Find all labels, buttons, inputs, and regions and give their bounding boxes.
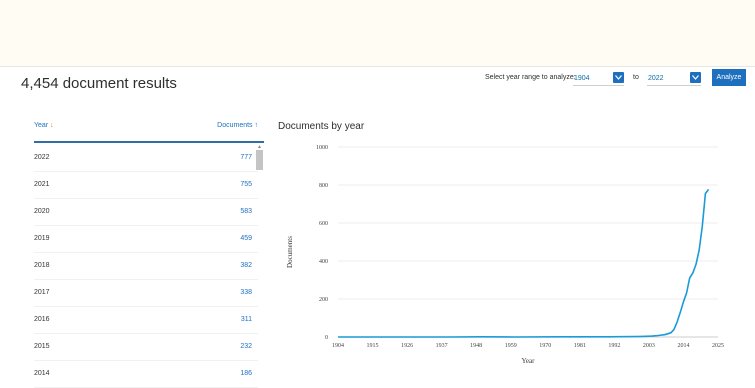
x-tick-label: 1937 <box>436 343 448 349</box>
row-year: 2018 <box>34 262 50 269</box>
chart-title: Documents by year <box>278 121 365 132</box>
results-count-title: 4,454 document results <box>21 75 177 92</box>
header-divider <box>0 66 755 67</box>
top-banner <box>0 0 755 66</box>
from-year-select[interactable]: 1904 <box>573 72 624 86</box>
documents-column-header[interactable]: Documents ↑ <box>217 122 258 129</box>
analyze-button[interactable]: Analyze <box>712 69 746 86</box>
y-tick-label: 800 <box>319 183 328 189</box>
y-tick-label: 200 <box>319 297 328 303</box>
row-year: 2022 <box>34 154 50 161</box>
x-axis-label: Year <box>522 357 536 365</box>
from-year-value: 1904 <box>574 75 590 82</box>
table-row: 2020 583 <box>34 198 258 226</box>
x-tick-label: 1992 <box>608 343 620 349</box>
sort-up-arrow-icon: ↑ <box>254 122 259 129</box>
x-tick-label: 1915 <box>367 343 379 349</box>
y-axis-label: Documents <box>286 236 294 268</box>
row-count-link[interactable]: 186 <box>240 370 252 377</box>
row-year: 2020 <box>34 208 50 215</box>
row-count-link[interactable]: 777 <box>240 154 252 161</box>
table-row: 2018 382 <box>34 252 258 280</box>
row-count-link[interactable]: 232 <box>240 343 252 350</box>
to-label: to <box>633 74 639 81</box>
row-year: 2014 <box>34 370 50 377</box>
row-count-link[interactable]: 583 <box>240 208 252 215</box>
row-count-link[interactable]: 755 <box>240 181 252 188</box>
row-year: 2019 <box>34 235 50 242</box>
to-year-value: 2022 <box>648 75 664 82</box>
scrollbar-thumb[interactable] <box>256 150 263 170</box>
year-header-label: Year <box>34 122 49 129</box>
y-tick-label: 0 <box>325 335 328 341</box>
table-row: 2017 338 <box>34 279 258 307</box>
row-count-link[interactable]: 311 <box>240 316 252 323</box>
x-tick-label: 1904 <box>332 343 344 349</box>
table-row: 2022 777 <box>34 144 258 172</box>
to-year-select[interactable]: 2022 <box>647 72 701 86</box>
row-count-link[interactable]: 382 <box>240 262 252 269</box>
x-tick-label: 1948 <box>470 343 482 349</box>
table-header-underline <box>34 141 264 143</box>
table-scrollbar[interactable]: ▲ <box>256 144 263 384</box>
row-year: 2017 <box>34 289 50 296</box>
x-tick-label: 1926 <box>401 343 413 349</box>
row-count-link[interactable]: 459 <box>240 235 252 242</box>
table-row: 2019 459 <box>34 225 258 253</box>
series-line <box>338 188 710 338</box>
y-tick-label: 1000 <box>316 145 328 151</box>
table-row: 2015 232 <box>34 333 258 361</box>
y-tick-label: 600 <box>319 221 328 227</box>
chevron-down-icon[interactable] <box>613 72 624 83</box>
x-tick-label: 1970 <box>539 343 551 349</box>
year-range-label: Select year range to analyze: <box>485 74 576 81</box>
row-count-link[interactable]: 338 <box>240 289 252 296</box>
x-tick-label: 2003 <box>643 343 655 349</box>
row-year: 2021 <box>34 181 50 188</box>
x-tick-label: 2025 <box>712 343 724 349</box>
x-tick-label: 1959 <box>505 343 517 349</box>
row-year: 2015 <box>34 343 50 350</box>
row-year: 2016 <box>34 316 50 323</box>
sort-down-arrow-icon: ↓ <box>50 122 54 129</box>
chevron-down-icon[interactable] <box>690 72 701 83</box>
year-column-header[interactable]: Year ↓ <box>34 122 54 129</box>
documents-header-label: Documents <box>217 122 253 129</box>
x-tick-label: 1981 <box>574 343 586 349</box>
table-row: 2016 311 <box>34 306 258 334</box>
scroll-up-arrow-icon[interactable]: ▲ <box>257 144 262 150</box>
table-row: 2021 755 <box>34 171 258 199</box>
y-tick-label: 400 <box>319 259 328 265</box>
x-tick-label: 2014 <box>677 343 689 349</box>
documents-by-year-chart: 0 200 400 600 800 1000 1904 1915 1926 1937 1948 195… <box>286 145 724 365</box>
